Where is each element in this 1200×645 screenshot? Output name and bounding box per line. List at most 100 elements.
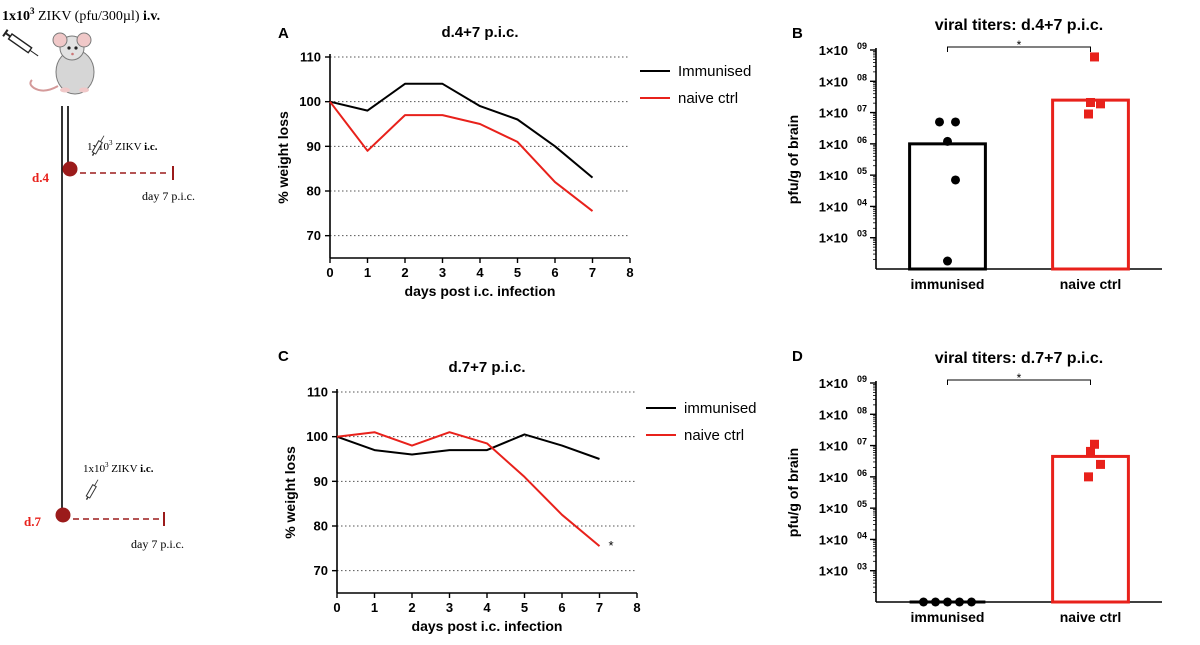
data-point	[1096, 459, 1105, 469]
y-tick-label: 90	[307, 139, 321, 154]
significance-bracket	[947, 379, 1091, 385]
data-point	[1090, 439, 1099, 449]
chart-weight-d7: d.7+7 p.i.c. 70 80 90 100 110 0 1 2 3 4 5 6 7 8 days po…	[282, 359, 757, 634]
chart-titers-d7: viral titers: d.7+7 p.i.c. 1×10 03 1×10 04 1×…	[785, 350, 1162, 625]
y-tick-exponent: 04	[857, 530, 867, 540]
y-tick-label: 1×10	[819, 501, 848, 516]
data-point	[943, 136, 952, 146]
chart-title: viral titers: d.7+7 p.i.c.	[935, 350, 1104, 367]
y-tick-label: 1×10	[819, 407, 848, 422]
x-tick-label: 7	[596, 600, 603, 615]
x-axis-label: days post i.c. infection	[412, 618, 563, 634]
bar-naive-ctrl	[1051, 98, 1130, 271]
y-tick-label: 1×10	[819, 74, 848, 89]
category-label: immunised	[911, 609, 985, 625]
data-point	[943, 597, 952, 607]
y-tick-exponent: 06	[857, 135, 867, 145]
day-label-d7: d.7	[24, 514, 41, 529]
chart-titers-d4: viral titers: d.4+7 p.i.c. 1×10 03 1×10 04 1×…	[785, 17, 1162, 292]
challenge-dose-d7: 1x103 ZIKV i.c.	[83, 461, 154, 475]
chart-weight-d4: d.4+7 p.i.c. 70 80 90 100 110 0 1 2 3 4 5 6 7 8 days po…	[275, 24, 751, 299]
x-tick-label: 3	[446, 600, 453, 615]
data-point	[919, 597, 928, 607]
y-tick-label: 1×10	[819, 168, 848, 183]
x-tick-label: 0	[326, 265, 333, 280]
y-tick-label: 110	[307, 385, 328, 400]
panel-letter-b: B	[792, 25, 803, 42]
x-tick-label: 4	[483, 600, 491, 615]
series-line-immunised	[329, 82, 594, 179]
y-tick-exponent: 06	[857, 468, 867, 478]
harvest-label-d7: day 7 p.i.c.	[131, 537, 184, 551]
x-tick-label: 4	[476, 265, 484, 280]
day-label-d4: d.4	[32, 170, 49, 185]
y-axis-label: % weight loss	[282, 446, 298, 539]
challenge-dose-d4: 1x103 ZIKV i.c.	[87, 139, 158, 153]
x-tick-label: 6	[551, 265, 558, 280]
x-tick-label: 1	[371, 600, 378, 615]
data-point	[1090, 52, 1099, 62]
category-label: naive ctrl	[1060, 276, 1121, 292]
dose-title: 1x103 ZIKV (pfu/300µl) i.v.	[2, 6, 160, 24]
legend-label: naive ctrl	[678, 90, 738, 107]
y-tick-label: 1×10	[819, 439, 848, 454]
challenge-dot-d4	[62, 161, 78, 177]
series-line-naive-ctrl	[329, 101, 594, 212]
series-line-naive-ctrl	[336, 431, 601, 547]
y-tick-label: 1×10	[819, 137, 848, 152]
chart-title: d.7+7 p.i.c.	[448, 359, 525, 376]
x-tick-label: 1	[364, 265, 371, 280]
significance-label: *	[1017, 38, 1022, 52]
y-axis-label: pfu/g of brain	[785, 115, 801, 204]
y-tick-label: 70	[307, 228, 321, 243]
panel-letter-d: D	[792, 348, 803, 365]
x-tick-label: 2	[401, 265, 408, 280]
legend-label: immunised	[684, 400, 757, 417]
harvest-label-d4: day 7 p.i.c.	[142, 189, 195, 203]
x-tick-label: 5	[521, 600, 528, 615]
y-tick-label: 100	[306, 429, 328, 444]
category-label: immunised	[911, 276, 985, 292]
syringe-small-icon	[85, 479, 99, 500]
bar-naive-ctrl	[1051, 454, 1130, 604]
significance-label: *	[1017, 371, 1022, 385]
y-tick-exponent: 03	[857, 562, 867, 572]
significance-label: *	[609, 538, 614, 553]
challenge-dot-d7	[55, 507, 71, 523]
category-label: naive ctrl	[1060, 609, 1121, 625]
y-tick-exponent: 09	[857, 41, 867, 51]
legend-label: Immunised	[678, 63, 751, 80]
y-tick-label: 1×10	[819, 106, 848, 121]
y-tick-label: 70	[314, 563, 328, 578]
y-tick-label: 1×10	[819, 231, 848, 246]
x-axis-label: days post i.c. infection	[405, 283, 556, 299]
x-tick-label: 2	[408, 600, 415, 615]
y-tick-label: 110	[300, 50, 321, 65]
data-point	[1084, 472, 1093, 482]
y-tick-label: 1×10	[819, 470, 848, 485]
mouse-icon	[29, 32, 95, 95]
data-point	[951, 117, 960, 127]
panel-letter-a: A	[278, 25, 289, 42]
y-tick-exponent: 04	[857, 197, 867, 207]
syringe-icon	[2, 29, 39, 57]
panel-letter-c: C	[278, 348, 289, 365]
y-tick-exponent: 07	[857, 437, 867, 447]
y-axis-label: pfu/g of brain	[785, 448, 801, 537]
data-point	[967, 597, 976, 607]
schematic: 1x103 ZIKV (pfu/300µl) i.v. 1x103 ZIKV i…	[2, 6, 195, 551]
y-tick-label: 90	[314, 474, 328, 489]
y-tick-exponent: 03	[857, 229, 867, 239]
data-point	[955, 597, 964, 607]
x-tick-label: 8	[633, 600, 640, 615]
data-point	[1096, 99, 1105, 109]
y-tick-exponent: 05	[857, 166, 867, 176]
data-point	[1086, 97, 1095, 107]
y-axis-label: % weight loss	[275, 111, 291, 204]
y-tick-exponent: 08	[857, 72, 867, 82]
x-tick-label: 6	[558, 600, 565, 615]
series-line-immunised	[336, 433, 600, 460]
y-tick-exponent: 07	[857, 104, 867, 114]
x-tick-label: 5	[514, 265, 521, 280]
